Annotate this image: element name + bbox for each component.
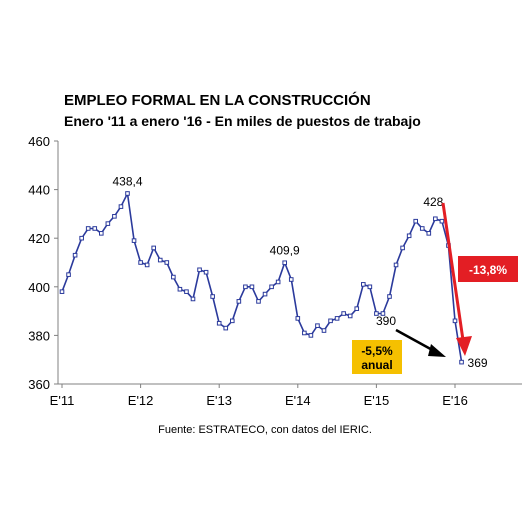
yellow-percentage-subtext: anual: [361, 358, 392, 372]
data-point: [243, 284, 248, 290]
chart-source: Fuente: ESTRATECO, con datos del IERIC.: [158, 424, 372, 436]
data-point: [144, 262, 150, 268]
chart-title: EMPLEO FORMAL EN LA CONSTRUCCIÓN: [64, 92, 371, 109]
data-point: [131, 238, 137, 243]
data-point: [387, 294, 392, 299]
data-point: [256, 299, 261, 304]
data-point: [400, 245, 405, 251]
data-point: [249, 284, 255, 290]
data-point: [171, 274, 176, 280]
data-point: [321, 328, 327, 333]
data-point: [184, 289, 189, 294]
yellow-percentage-text: -5,5%: [361, 344, 393, 358]
data-point: [190, 296, 196, 302]
x-tick-label: E'12: [128, 393, 154, 408]
data-point: [295, 316, 301, 321]
data-point: [262, 291, 268, 297]
data-point: [406, 233, 412, 239]
data-label: 369: [468, 356, 488, 370]
data-point: [302, 330, 307, 336]
data-point: [367, 284, 373, 290]
data-point: [374, 311, 379, 316]
data-point: [275, 279, 281, 285]
y-tick-label: 420: [28, 231, 50, 246]
x-tick-label: E'11: [50, 393, 75, 408]
data-point: [197, 267, 202, 273]
data-point: [380, 311, 386, 316]
data-label: 438,4: [112, 174, 142, 188]
data-point: [269, 284, 274, 290]
y-tick-label: 360: [28, 377, 50, 392]
data-point: [361, 282, 366, 287]
data-point: [433, 216, 438, 222]
data-point: [452, 318, 458, 324]
data-point: [419, 226, 425, 231]
red-arrow-shaft: [441, 202, 465, 341]
data-label: 409,9: [270, 244, 300, 258]
data-point: [177, 286, 183, 292]
y-tick-label: 400: [28, 280, 50, 295]
x-tick-label: E'15: [364, 393, 390, 408]
data-label: 428: [423, 195, 443, 209]
series-group: [59, 190, 464, 365]
data-point: [210, 294, 215, 299]
data-point: [413, 218, 418, 224]
data-point: [99, 231, 104, 236]
data-point: [328, 318, 333, 324]
x-axis-ticks: E'11 E'12 E'13 E'14 E'15 E'16: [50, 384, 468, 408]
data-point: [79, 235, 84, 241]
data-point: [236, 299, 242, 304]
data-point: [66, 272, 71, 277]
annotations: 390 -13,8% -5,5%anual: [352, 202, 518, 374]
data-point: [308, 333, 314, 338]
data-point: [341, 311, 346, 316]
red-percentage-text: -13,8%: [469, 263, 507, 277]
data-point: [203, 269, 209, 275]
x-tick-label: E'14: [285, 393, 311, 408]
data-point: [72, 252, 78, 258]
data-point: [315, 323, 320, 328]
data-point: [151, 245, 156, 251]
data-point: [138, 260, 143, 265]
data-point: [439, 218, 445, 224]
y-tick-label: 440: [28, 183, 50, 198]
data-point: [354, 306, 360, 311]
data-point: [426, 231, 432, 236]
y-tick-label: 380: [28, 328, 50, 343]
data-point: [393, 262, 399, 268]
data-point: [223, 325, 229, 331]
data-point: [125, 191, 130, 196]
y-axis-ticks: 360 380 400 420 440 460: [28, 134, 58, 392]
series-line: [61, 190, 463, 363]
black-arrow-shaft: [395, 328, 437, 354]
data-point: [92, 226, 98, 231]
data-point: [347, 313, 353, 319]
data-point: [59, 289, 65, 294]
data-point: [230, 318, 235, 324]
data-point: [85, 226, 91, 231]
data-point: [459, 359, 464, 365]
label-390: 390: [376, 314, 396, 328]
x-tick-label: E'13: [206, 393, 232, 408]
data-point: [105, 221, 111, 226]
x-tick-label: E'16: [442, 393, 468, 408]
data-point: [216, 320, 222, 326]
yellow-percentage-box: [352, 340, 402, 374]
data-labels: 438,4 409,9 428 369: [112, 174, 487, 370]
data-point: [282, 260, 287, 266]
data-point: [288, 277, 294, 282]
black-arrow-head: [428, 344, 446, 357]
red-percentage-box: [458, 256, 518, 282]
y-tick-label: 460: [28, 134, 50, 149]
data-point: [164, 260, 170, 265]
data-point: [118, 204, 124, 209]
axes: [57, 141, 522, 385]
chart-subtitle: Enero '11 a enero '16 - En miles de pues…: [64, 113, 421, 129]
data-point: [112, 214, 117, 219]
data-point: [334, 316, 340, 321]
data-point: [157, 257, 163, 263]
red-arrow-head: [456, 336, 472, 356]
